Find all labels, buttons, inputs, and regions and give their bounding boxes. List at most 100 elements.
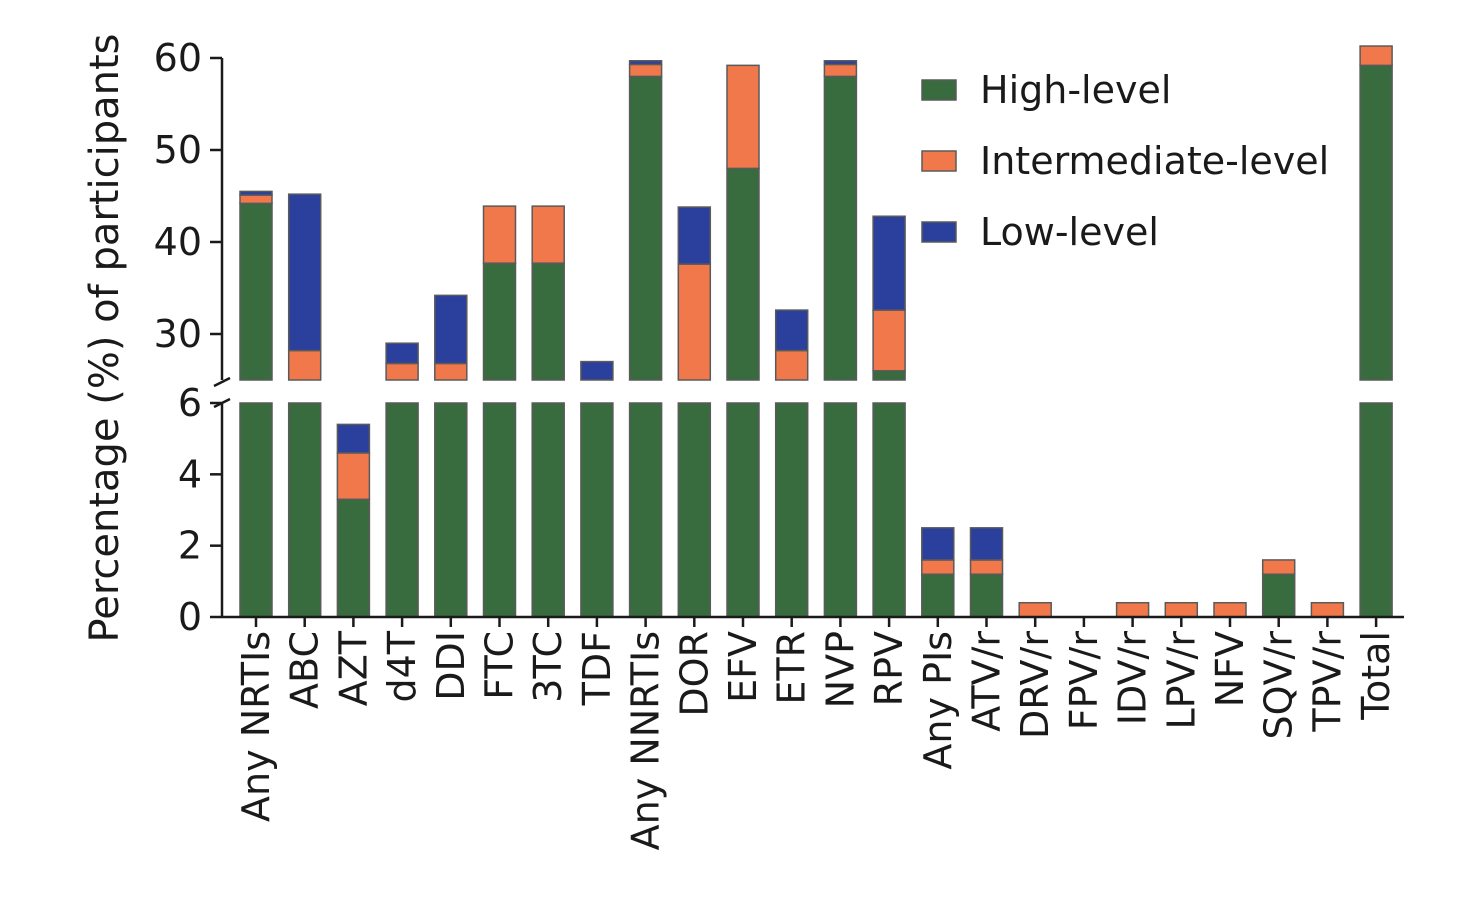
category-label: RPV bbox=[867, 631, 911, 706]
bar-segment-upper-TDF-Low-level bbox=[580, 360, 614, 381]
category-label: TPV/r bbox=[1305, 631, 1349, 733]
bar-segment-upper-Any NRTIs-High-level bbox=[239, 202, 273, 381]
bar-segment-lower-AZT-Low-level bbox=[336, 423, 371, 454]
bar-segment-lower-LPV/r-Intermediate-level bbox=[1164, 601, 1199, 618]
bar-segment-upper-RPV-High-level bbox=[872, 370, 906, 381]
bar-segment-lower-Any NNRTIs-High-level bbox=[628, 402, 663, 618]
category-label: Any PIs bbox=[916, 631, 960, 770]
category-label: DRV/r bbox=[1013, 631, 1057, 739]
bar-segment-upper-RPV-Intermediate-level bbox=[872, 309, 906, 372]
category-label: FPV/r bbox=[1062, 631, 1106, 731]
bar-segment-lower-ABC-High-level bbox=[287, 402, 322, 618]
bar-segment-lower-ATV/r-Low-level bbox=[969, 527, 1004, 561]
bar-segment-lower-ETR-High-level bbox=[774, 402, 809, 618]
y-tick-label-lower: 4 bbox=[178, 452, 202, 496]
bar-segment-lower-RPV-High-level bbox=[872, 402, 906, 618]
bar-segment-upper-ETR-Intermediate-level bbox=[774, 349, 809, 381]
legend: High-level Intermediate-level Low-level bbox=[921, 68, 1329, 254]
bar-segment-upper-d4T-Intermediate-level bbox=[385, 362, 419, 381]
bar-segment-upper-ABC-Low-level bbox=[287, 193, 322, 352]
category-labels-group: Any NRTIs ABC AZT d4T DDI FTC 3TC TDF Any NNRTIs… bbox=[234, 617, 1398, 850]
category-label: DDI bbox=[429, 631, 473, 701]
legend-swatch-High-level bbox=[921, 79, 957, 101]
bar-segment-lower-NFV-Intermediate-level bbox=[1213, 601, 1247, 618]
bar-segment-lower-TDF-High-level bbox=[580, 402, 614, 618]
legend-label: Low-level bbox=[980, 210, 1159, 254]
category-label: d4T bbox=[380, 630, 424, 702]
bar-segment-lower-Any PIs-Intermediate-level bbox=[921, 559, 955, 575]
bar-segment-upper-ABC-Intermediate-level bbox=[287, 349, 322, 381]
bar-segment-upper-DOR-Low-level bbox=[677, 206, 712, 265]
category-label: EFV bbox=[721, 631, 765, 703]
bar-segment-lower-AZT-High-level bbox=[336, 498, 371, 618]
y-axis-label: Percentage (%) of participants bbox=[82, 34, 128, 643]
category-label: DOR bbox=[672, 631, 716, 717]
bar-segment-lower-IDV/r-Intermediate-level bbox=[1115, 601, 1150, 618]
y-tick-label-upper: 40 bbox=[154, 220, 202, 264]
y-tick-label-upper: 50 bbox=[154, 128, 202, 172]
bar-segment-upper-FTC-High-level bbox=[482, 262, 517, 381]
y-tick-label-upper: 30 bbox=[154, 312, 202, 356]
legend-label: High-level bbox=[980, 68, 1171, 112]
axis-break-mark-upper bbox=[213, 376, 231, 388]
bar-segment-upper-ETR-Low-level bbox=[774, 309, 809, 352]
y-ticks-group: 0 2 4 6 30 40 50 60 bbox=[154, 36, 222, 639]
category-label: LPV/r bbox=[1159, 631, 1203, 730]
legend-label: Intermediate-level bbox=[980, 139, 1329, 183]
bar-segment-lower-EFV-High-level bbox=[726, 402, 760, 618]
bar-segment-lower-ATV/r-High-level bbox=[969, 573, 1004, 618]
y-tick-label-lower: 2 bbox=[178, 524, 202, 568]
bar-segment-upper-Total-High-level bbox=[1359, 64, 1393, 381]
category-label: IDV/r bbox=[1111, 631, 1155, 726]
bar-segment-lower-DRV/r-Intermediate-level bbox=[1018, 601, 1052, 618]
bar-segment-upper-EFV-Intermediate-level bbox=[726, 64, 760, 170]
bar-segment-lower-NVP-High-level bbox=[823, 402, 858, 618]
bar-segment-upper-3TC-High-level bbox=[531, 262, 565, 381]
category-label: Total bbox=[1354, 631, 1398, 721]
category-label: SQV/r bbox=[1257, 631, 1301, 740]
bar-segment-lower-FTC-High-level bbox=[482, 402, 517, 618]
bar-segment-upper-d4T-Low-level bbox=[385, 342, 419, 365]
category-label: ABC bbox=[283, 631, 327, 709]
bar-segment-lower-SQV/r-Intermediate-level bbox=[1261, 559, 1296, 575]
bar-segment-upper-Any NNRTIs-Low-level bbox=[628, 60, 663, 66]
bars-group bbox=[239, 45, 1393, 618]
bar-segment-lower-Any NRTIs-High-level bbox=[239, 402, 273, 618]
category-label: NFV bbox=[1208, 631, 1252, 707]
bar-segment-lower-DDI-High-level bbox=[434, 402, 468, 618]
legend-swatch-Intermediate-level bbox=[921, 150, 957, 172]
category-label: ATV/r bbox=[965, 631, 1009, 732]
category-label: ETR bbox=[770, 631, 814, 705]
category-label: AZT bbox=[331, 630, 375, 706]
category-label: NVP bbox=[818, 631, 862, 708]
bar-segment-lower-AZT-Intermediate-level bbox=[336, 452, 371, 501]
bar-segment-upper-Total-Intermediate-level bbox=[1359, 45, 1393, 67]
bar-segment-upper-Any NRTIs-Intermediate-level bbox=[239, 194, 273, 205]
category-label: Any NRTIs bbox=[234, 631, 278, 822]
bar-segment-upper-NVP-Intermediate-level bbox=[823, 63, 858, 78]
y-tick-label-upper: 60 bbox=[154, 36, 202, 80]
bar-segment-lower-SQV/r-High-level bbox=[1261, 573, 1296, 618]
bar-segment-upper-DOR-Intermediate-level bbox=[677, 263, 712, 381]
bar-segment-lower-TPV/r-Intermediate-level bbox=[1310, 601, 1345, 618]
y-tick-label-lower: 0 bbox=[178, 595, 202, 639]
bar-segment-upper-Any NRTIs-Low-level bbox=[239, 190, 273, 196]
bar-segment-lower-3TC-High-level bbox=[531, 402, 565, 618]
bar-segment-upper-Any NNRTIs-High-level bbox=[628, 75, 663, 381]
bar-segment-upper-NVP-High-level bbox=[823, 75, 858, 381]
bar-segment-lower-Any PIs-Low-level bbox=[921, 527, 955, 561]
y-tick-label-lower: 6 bbox=[178, 381, 202, 425]
bar-segment-upper-Any NNRTIs-Intermediate-level bbox=[628, 63, 663, 78]
category-label: Any NNRTIs bbox=[624, 631, 668, 850]
bar-segment-upper-DDI-Low-level bbox=[434, 294, 468, 365]
bar-segment-upper-FTC-Intermediate-level bbox=[482, 205, 517, 264]
bar-segment-upper-EFV-High-level bbox=[726, 167, 760, 381]
category-label: FTC bbox=[478, 631, 522, 700]
legend-swatch-Low-level bbox=[921, 221, 957, 243]
bar-segment-lower-Total-High-level bbox=[1359, 402, 1393, 618]
bar-segment-upper-RPV-Low-level bbox=[872, 215, 906, 311]
bar-segment-upper-3TC-Intermediate-level bbox=[531, 205, 565, 264]
bar-segment-lower-d4T-High-level bbox=[385, 402, 419, 618]
